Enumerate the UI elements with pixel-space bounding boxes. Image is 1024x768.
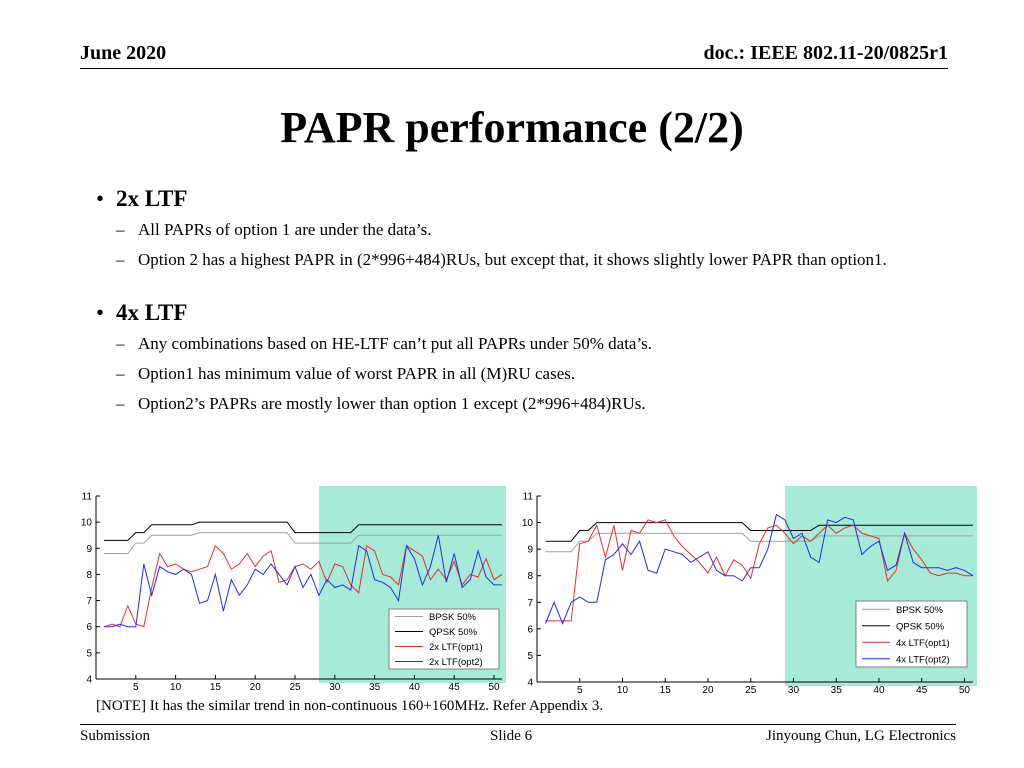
y-tick-label: 10	[81, 518, 93, 529]
x-tick-label: 35	[369, 682, 381, 693]
series-line-2x-ltf-opt2	[104, 535, 502, 628]
y-tick-label: 4	[86, 675, 92, 686]
footer-submission: Submission	[80, 728, 151, 744]
note-text: [NOTE] It has the similar trend in non-c…	[96, 698, 604, 714]
series-line-2x-ltf-opt1	[103, 544, 503, 628]
header-date: June 2020	[80, 42, 167, 64]
legend-label: BPSK 50%	[429, 612, 477, 623]
y-tick-label: 7	[86, 596, 92, 607]
bullet-dot: •	[96, 300, 105, 325]
y-tick-label: 6	[527, 624, 533, 635]
x-tick-label: 10	[170, 682, 182, 693]
y-tick-label: 8	[527, 571, 533, 582]
x-tick-label: 5	[577, 685, 583, 693]
series-line-qpsk-50	[104, 521, 502, 541]
bullet-dot: •	[96, 186, 105, 211]
footer-rule	[80, 724, 956, 725]
x-tick-label: 35	[831, 685, 843, 693]
series-line-bpsk-50	[545, 532, 973, 553]
x-tick-label: 15	[660, 685, 672, 693]
dash-mark: –	[116, 250, 125, 269]
sub-bullet-text: Any combinations based on HE-LTF can’t p…	[138, 334, 653, 353]
x-tick-label: 50	[959, 685, 971, 693]
x-tick-label: 40	[873, 685, 885, 693]
footer-slide-number: Slide 6	[490, 728, 533, 744]
sub-bullet: – Any combinations based on HE-LTF can’t …	[96, 332, 936, 356]
x-tick-label: 30	[329, 682, 341, 693]
legend-label: BPSK 50%	[896, 605, 944, 616]
series-line-bpsk-50	[104, 532, 502, 554]
y-tick-label: 9	[86, 544, 92, 555]
sub-bullet: – Option1 has minimum value of worst PAPR…	[96, 362, 936, 386]
chart-4x-ltf: 4 5 6 7 8 9 10 11 5 10 15 20 25 30 35 40 45 50 BPSK 50% QPS…	[515, 483, 977, 698]
dash-mark: –	[116, 220, 125, 239]
bullet-list: • 2x LTF – All PAPRs of option 1 are under…	[96, 186, 936, 416]
legend-box	[855, 600, 968, 668]
x-tick-label: 10	[617, 685, 629, 693]
legend-label: 2x LTF(opt1)	[429, 642, 483, 653]
legend-label: 4x LTF(opt2)	[896, 654, 950, 665]
header-rule	[80, 68, 948, 69]
sub-bullet-text: Option1 has minimum value of worst PAPR …	[138, 364, 576, 383]
sub-bullet: – Option 2 has a highest PAPR in (2*996+4…	[96, 248, 936, 272]
series-line-qpsk-50	[545, 522, 973, 542]
x-tick-label: 30	[788, 685, 800, 693]
legend-label: 4x LTF(opt1)	[896, 638, 950, 649]
y-tick-label: 10	[522, 518, 534, 529]
legend-label: QPSK 50%	[896, 621, 945, 632]
bullet-label: 4x LTF	[116, 300, 188, 325]
y-tick-label: 9	[527, 545, 533, 556]
series-line-4x-ltf-opt2	[545, 513, 974, 625]
sub-bullet-text: Option 2 has a highest PAPR in (2*996+48…	[138, 250, 887, 269]
sub-bullet-text: Option2’s PAPRs are mostly lower than op…	[138, 394, 646, 413]
dash-mark: –	[116, 364, 125, 383]
x-tick-label: 50	[488, 682, 500, 693]
x-tick-label: 25	[745, 685, 757, 693]
y-tick-label: 7	[527, 598, 533, 609]
slide-title: PAPR performance (2/2)	[280, 103, 744, 152]
y-tick-label: 11	[82, 492, 93, 503]
x-tick-label: 15	[210, 682, 222, 693]
y-tick-label: 5	[86, 648, 92, 659]
header-doc-id: doc.: IEEE 802.11-20/0825r1	[703, 42, 948, 64]
legend: BPSK 50% QPSK 50% 4x LTF(opt1) 4x LTF(opt2)	[855, 600, 968, 668]
bullet-label: 2x LTF	[116, 186, 188, 211]
sub-bullet: – All PAPRs of option 1 are under the dat…	[96, 218, 936, 242]
sub-bullet-text: All PAPRs of option 1 are under the data…	[138, 220, 432, 239]
x-tick-label: 20	[250, 682, 262, 693]
x-tick-label: 45	[449, 682, 461, 693]
x-tick-label: 5	[133, 682, 139, 693]
legend-label: QPSK 50%	[429, 627, 478, 638]
dash-mark: –	[116, 394, 125, 413]
y-tick-label: 5	[527, 651, 533, 662]
chart-2x-ltf: 4 5 6 7 8 9 10 11 5 10 15 20 25 30 35 40 45 50 BPSK 50% QPS…	[78, 483, 506, 698]
x-tick-label: 25	[289, 682, 301, 693]
legend-label: 2x LTF(opt2)	[429, 657, 483, 668]
x-tick-label: 45	[916, 685, 928, 693]
y-tick-label: 6	[86, 622, 92, 633]
y-tick-label: 4	[527, 678, 533, 689]
y-tick-label: 8	[86, 570, 92, 581]
x-tick-label: 40	[409, 682, 421, 693]
x-tick-label: 20	[702, 685, 714, 693]
dash-mark: –	[116, 334, 125, 353]
legend-box	[388, 608, 500, 670]
sub-bullet: – Option2’s PAPRs are mostly lower than o…	[96, 392, 936, 416]
y-tick-label: 11	[523, 492, 534, 503]
footer-author: Jinyoung Chun, LG Electronics	[766, 728, 956, 744]
bullet-2x-ltf: • 2x LTF	[96, 186, 936, 212]
bullet-4x-ltf: • 4x LTF	[96, 300, 936, 326]
legend: BPSK 50% QPSK 50% 2x LTF(opt1) 2x LTF(opt2)	[388, 608, 500, 670]
